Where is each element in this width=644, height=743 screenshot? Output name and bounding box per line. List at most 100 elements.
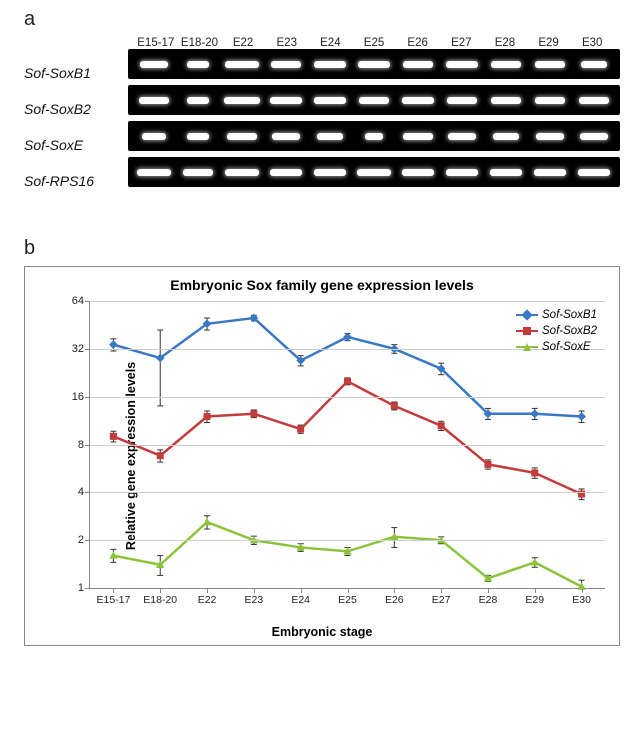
panel-b: b Embryonic Sox family gene expression l… <box>24 237 620 646</box>
gene-label: Sof-RPS16 <box>24 163 128 199</box>
band-cell <box>440 169 484 176</box>
x-tick <box>207 588 208 593</box>
lane-header: E28 <box>483 37 527 49</box>
band-cell <box>220 61 264 68</box>
y-tick-label: 8 <box>78 439 84 451</box>
x-tick <box>160 588 161 593</box>
series-marker <box>203 518 211 526</box>
legend-item: Sof-SoxE <box>516 341 597 353</box>
series-marker <box>297 426 304 433</box>
band-cell <box>176 97 220 104</box>
band-cell <box>352 61 396 68</box>
lane-header: E26 <box>396 37 440 49</box>
gel-band <box>270 97 302 104</box>
legend-item: Sof-SoxB1 <box>516 309 597 321</box>
gel-band <box>187 97 210 104</box>
gel-band <box>314 97 346 104</box>
x-tick-label: E18-20 <box>143 594 177 606</box>
gel-band <box>491 97 522 104</box>
gel-band <box>270 169 303 176</box>
x-tick-label: E26 <box>385 594 404 606</box>
gel-row <box>128 49 620 79</box>
chart-box: Embryonic Sox family gene expression lev… <box>24 266 620 646</box>
x-tick <box>488 588 489 593</box>
band-cell <box>440 61 484 68</box>
band-cell <box>352 169 396 176</box>
band-cell <box>528 61 572 68</box>
band-cell <box>440 97 484 104</box>
band-cell <box>396 97 440 104</box>
legend: Sof-SoxB1Sof-SoxB2Sof-SoxE <box>516 309 597 357</box>
gel-band <box>224 97 259 104</box>
gel-band <box>357 169 391 176</box>
gel-band <box>359 97 390 104</box>
y-tick <box>85 349 90 350</box>
gel-column: E15-17E18-20E22E23E24E25E26E27E28E29E30 <box>128 37 620 199</box>
band-cell <box>572 133 616 140</box>
band-cell <box>132 169 176 176</box>
x-tick-label: E15-17 <box>96 594 130 606</box>
gene-label: Sof-SoxB1 <box>24 55 128 91</box>
x-tick-label: E25 <box>338 594 357 606</box>
gel-panel: Sof-SoxB1Sof-SoxB2Sof-SoxESof-RPS16 E15-… <box>24 37 620 199</box>
legend-swatch-line <box>516 346 538 349</box>
y-tick-label: 2 <box>78 534 84 546</box>
lane-headers: E15-17E18-20E22E23E24E25E26E27E28E29E30 <box>128 37 620 49</box>
band-cell <box>308 133 352 140</box>
gel-band <box>187 61 208 68</box>
band-cell <box>220 133 264 140</box>
gel-band <box>490 169 523 176</box>
gel-band <box>272 133 300 140</box>
legend-swatch-line <box>516 314 538 317</box>
gel-band <box>225 61 258 68</box>
band-cell <box>396 169 440 176</box>
gel-band <box>493 133 519 140</box>
gel-band <box>446 169 479 176</box>
x-tick-label: E30 <box>572 594 591 606</box>
lane-header: E24 <box>309 37 353 49</box>
x-tick-label: E28 <box>479 594 498 606</box>
y-tick-label: 4 <box>78 486 84 498</box>
y-tick-label: 64 <box>72 295 84 307</box>
band-cell <box>484 133 528 140</box>
y-tick-label: 16 <box>72 391 84 403</box>
chart-title: Embryonic Sox family gene expression lev… <box>35 277 609 293</box>
band-cell <box>264 61 308 68</box>
figure: a Sof-SoxB1Sof-SoxB2Sof-SoxESof-RPS16 E1… <box>0 0 644 666</box>
gel-band <box>535 61 565 68</box>
legend-label: Sof-SoxE <box>542 341 591 353</box>
band-cell <box>396 61 440 68</box>
band-cell <box>308 61 352 68</box>
x-tick-label: E23 <box>245 594 264 606</box>
gridline <box>90 492 605 493</box>
gel-band <box>317 133 343 140</box>
lane-header: E23 <box>265 37 309 49</box>
gel-band <box>314 169 347 176</box>
gel-band <box>183 169 214 176</box>
lane-header: E22 <box>221 37 265 49</box>
gel-band <box>578 169 611 176</box>
x-tick-label: E24 <box>291 594 310 606</box>
gel-band <box>271 61 302 68</box>
gel-band <box>581 61 607 68</box>
band-cell <box>132 61 176 68</box>
series-marker <box>344 378 351 385</box>
gel-band <box>314 61 347 68</box>
panel-b-label: b <box>24 237 620 260</box>
band-cell <box>264 97 308 104</box>
gridline <box>90 301 605 302</box>
gel-band <box>535 97 566 104</box>
lane-header: E18-20 <box>178 37 222 49</box>
gel-band <box>365 133 383 140</box>
gel-band <box>448 133 476 140</box>
y-tick-label: 1 <box>78 582 84 594</box>
band-cell <box>572 97 616 104</box>
legend-swatch-line <box>516 330 538 333</box>
series-marker <box>250 410 257 417</box>
gene-label: Sof-SoxB2 <box>24 91 128 127</box>
series-marker <box>484 461 491 468</box>
band-cell <box>484 61 528 68</box>
gene-label-column: Sof-SoxB1Sof-SoxB2Sof-SoxESof-RPS16 <box>24 37 128 199</box>
y-tick-label: 32 <box>72 343 84 355</box>
gridline <box>90 445 605 446</box>
